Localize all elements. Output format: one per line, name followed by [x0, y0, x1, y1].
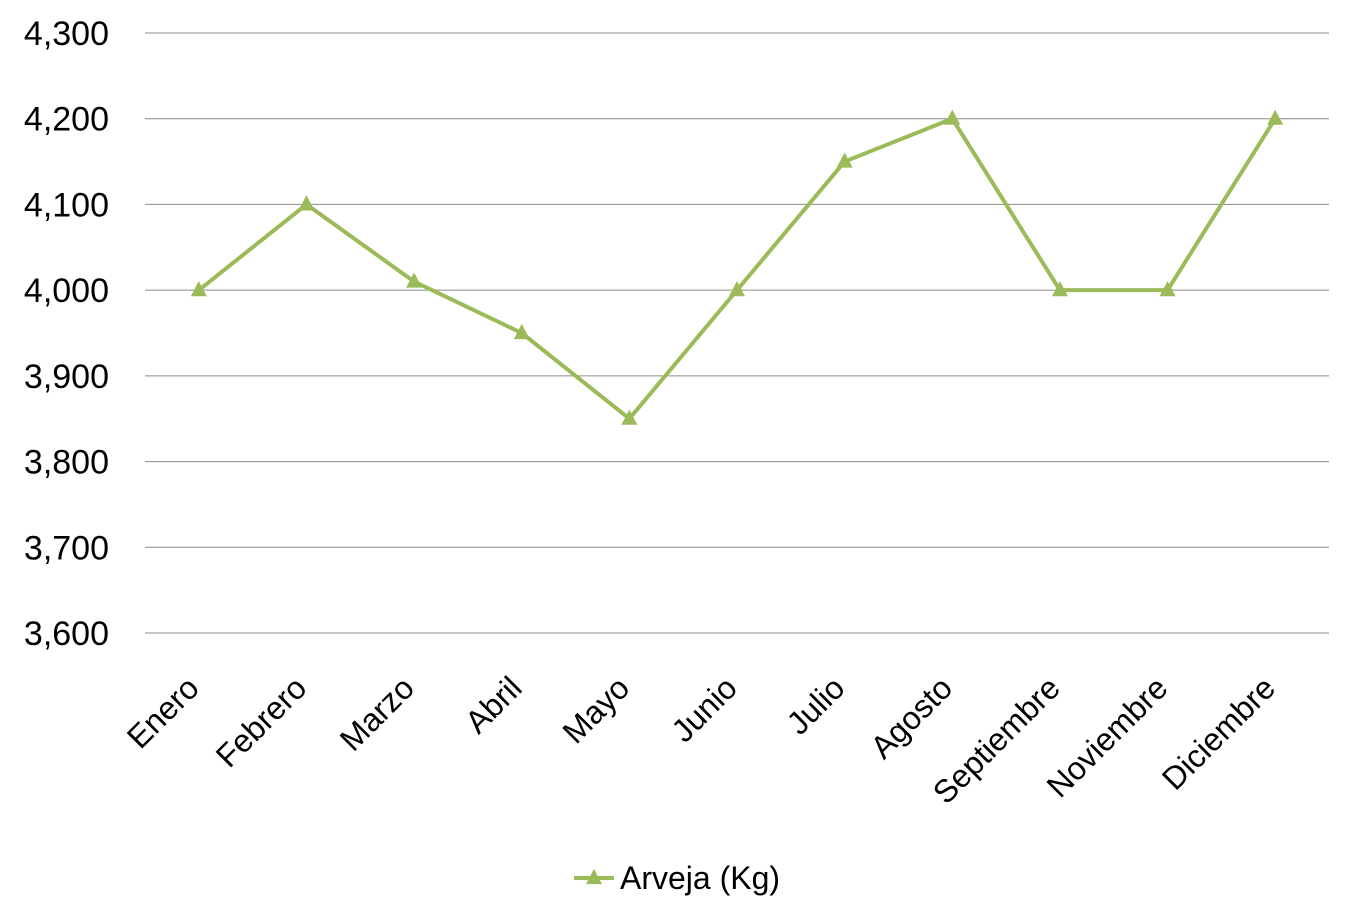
data-point-marker	[1159, 281, 1176, 297]
x-tick-label: Diciembre	[1155, 669, 1282, 796]
y-tick-label: 4,000	[24, 272, 109, 310]
y-tick-label: 3,600	[24, 615, 109, 653]
y-axis-tick-labels: 3,600 3,700 3,800 3,900 4,000 4,100 4,200 4,300	[24, 15, 109, 653]
data-point-marker	[944, 109, 961, 125]
x-tick-label: Junio	[664, 669, 744, 749]
data-point-marker	[836, 152, 853, 168]
legend-label: Arveja (Kg)	[620, 860, 780, 896]
series-line	[197, 116, 1277, 421]
y-tick-label: 3,900	[24, 358, 109, 396]
x-tick-label: Abril	[458, 669, 529, 740]
data-point-marker	[298, 195, 315, 211]
legend-marker-swatch	[586, 868, 602, 885]
y-tick-label: 4,200	[24, 101, 109, 139]
y-tick-label: 3,700	[24, 529, 109, 567]
data-point-marker	[729, 281, 745, 297]
x-tick-label: Febrero	[209, 669, 314, 774]
data-point-marker	[1051, 281, 1068, 297]
data-point-marker	[621, 409, 638, 425]
legend: Arveja (Kg)	[574, 860, 780, 896]
gridlines	[145, 32, 1329, 634]
x-tick-label: Mayo	[556, 669, 637, 750]
data-point-marker	[190, 281, 207, 297]
x-axis-tick-labels: Enero Febrero Marzo Abril Mayo Junio Julio Agos…	[120, 669, 1282, 810]
y-tick-label: 3,800	[24, 444, 109, 482]
series-layer	[190, 109, 1284, 425]
data-point-marker	[406, 272, 423, 288]
x-tick-label: Marzo	[333, 669, 421, 757]
data-point-marker	[1267, 109, 1284, 125]
x-tick-label: Julio	[780, 669, 852, 741]
data-point-marker	[513, 323, 530, 340]
x-tick-label: Agosto	[863, 669, 959, 765]
y-tick-label: 4,300	[24, 15, 109, 53]
y-tick-label: 4,100	[24, 186, 109, 224]
x-tick-label: Enero	[120, 669, 206, 755]
